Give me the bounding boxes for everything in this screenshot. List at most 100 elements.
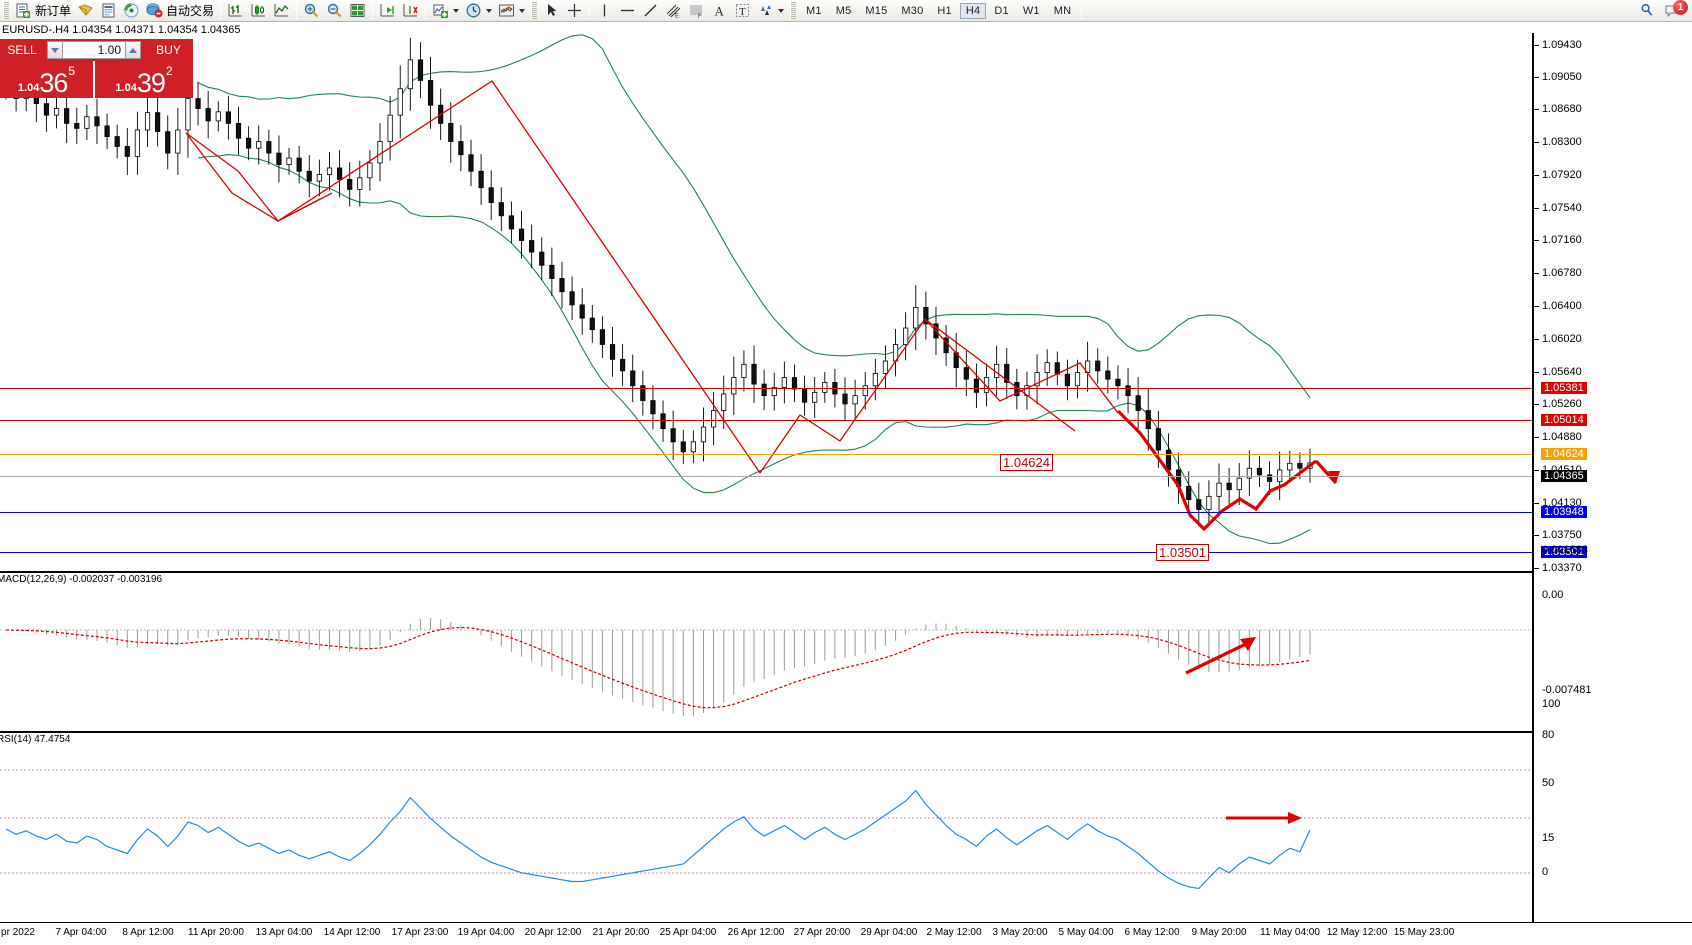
price-axis-label-8: 1.06400 [1542, 300, 1582, 312]
indicators-button[interactable] [429, 1, 462, 21]
time-axis-label-8: 20 Apr 12:00 [524, 927, 582, 938]
navigator-button[interactable] [120, 1, 143, 21]
new-order-button[interactable]: 新订单 [12, 1, 74, 21]
time-axis[interactable]: pr 2022 7 Apr 04:00 8 Apr 12:00 11 Apr 20:0… [0, 922, 1692, 945]
annotation-tag-104624[interactable]: 1.04624 [1000, 454, 1053, 471]
buy-price-display[interactable]: 1.04 39 2 [95, 61, 193, 98]
buy-price-fraction: 2 [165, 64, 173, 78]
timeframe-m1[interactable]: M1 [806, 4, 822, 17]
templates-dropdown-arrow[interactable] [519, 8, 526, 13]
auto-trading-button[interactable]: 自动交易 [143, 1, 217, 21]
price-level-badge-104365[interactable]: 1.04365 [1541, 470, 1587, 482]
timeframe-w1[interactable]: W1 [1022, 4, 1040, 17]
price-axis-label-12: 1.04880 [1542, 431, 1582, 443]
volume-input[interactable]: 1.00 [63, 41, 125, 59]
rsi-axis-label-4: 0 [1542, 866, 1549, 878]
buy-button[interactable]: BUY [144, 39, 193, 61]
price-axis-tick [1534, 142, 1539, 143]
market-watch-button[interactable] [97, 1, 120, 21]
templates-button[interactable] [495, 1, 528, 21]
price-level-badge-105014[interactable]: 1.05014 [1541, 414, 1587, 426]
macd-label: MACD(12,26,9) -0.002037 -0.003196 [0, 574, 163, 585]
timeframe-h1[interactable]: H1 [937, 4, 952, 17]
candlestick-chart-button[interactable] [247, 1, 270, 21]
equidistant-channel-icon: E [665, 2, 682, 20]
notification-badge: 1 [1673, 0, 1688, 15]
price-axis[interactable]: 1.09430 1.09050 1.08680 1.08300 1.07920 1.075… [1533, 33, 1692, 922]
indicators-dropdown-arrow[interactable] [453, 8, 460, 13]
rsi-arrowhead [1288, 812, 1302, 824]
timeframe-mn[interactable]: MN [1053, 4, 1072, 17]
toolbar-grip[interactable] [3, 1, 9, 20]
macd-axis-label-2: -0.007481 [1542, 684, 1592, 696]
alerts-button[interactable]: 1 [1664, 0, 1688, 19]
macd-axis-label-0: 0.001683 [1542, 544, 1588, 556]
zoom-in-icon [303, 2, 320, 19]
time-axis-label-19: 11 May 04:00 [1260, 927, 1320, 938]
new-order-icon [15, 2, 32, 19]
price-axis-tick [1534, 503, 1539, 504]
macd-pane[interactable]: MACD(12,26,9) -0.002037 -0.003196 [0, 571, 1533, 729]
period-dropdown-arrow[interactable] [486, 8, 493, 13]
rsi-pane[interactable]: RSI(14) 47.4754 [0, 731, 1533, 922]
zoom-in-button[interactable] [300, 1, 323, 21]
timeframe-m5[interactable]: M5 [835, 4, 852, 17]
price-level-badge-103501[interactable]: 1.03501 [1541, 546, 1587, 558]
price-level-badge-104624[interactable]: 1.04624 [1541, 448, 1587, 460]
bar-chart-icon [227, 2, 244, 19]
trendline-button[interactable] [639, 1, 662, 21]
profiles-button[interactable] [74, 1, 97, 21]
level-line-103948[interactable] [0, 512, 1533, 513]
price-axis-tick [1534, 339, 1539, 340]
crosshair-button[interactable] [563, 1, 586, 21]
price-level-badge-105381[interactable]: 1.05381 [1541, 382, 1587, 394]
search-icon[interactable] [1639, 2, 1656, 19]
drawing-toolbar-grip[interactable] [531, 1, 538, 20]
shapes-button[interactable] [754, 1, 787, 21]
chart-shift-button[interactable] [376, 1, 399, 21]
level-line-104624[interactable] [0, 454, 1533, 455]
sell-price-prefix: 1.04 [17, 82, 40, 94]
timeframe-toolbar-grip[interactable] [790, 1, 797, 20]
timeframe-d1[interactable]: D1 [994, 4, 1009, 17]
vertical-line-button[interactable] [593, 1, 616, 21]
price-pane[interactable]: 1.04624 1.03501 [0, 33, 1533, 569]
level-line-105014[interactable] [0, 420, 1533, 421]
timeframe-m15[interactable]: M15 [865, 4, 888, 17]
zigzag-4 [924, 318, 1076, 432]
shapes-dropdown-arrow[interactable] [778, 8, 785, 13]
tile-windows-button[interactable] [346, 1, 369, 21]
sell-button[interactable]: SELL [0, 39, 44, 61]
sell-price-display[interactable]: 1.04 36 5 [0, 61, 95, 98]
equidistant-channel-button[interactable]: E [662, 1, 685, 21]
text-button[interactable]: A [708, 1, 731, 21]
horizontal-line-button[interactable] [616, 1, 639, 21]
level-line-105381[interactable] [0, 388, 1533, 389]
fibonacci-button[interactable]: F [685, 1, 708, 21]
cursor-button[interactable] [540, 1, 563, 21]
auto-scroll-button[interactable] [399, 1, 422, 21]
period-button[interactable] [462, 1, 495, 21]
one-click-trading-panel[interactable]: SELL 1.00 BUY 1.04 36 5 1.04 39 2 [0, 39, 193, 98]
fibonacci-icon: F [688, 2, 705, 20]
volume-increase-button[interactable] [125, 41, 141, 59]
timeframe-m30[interactable]: M30 [901, 4, 924, 17]
zoom-out-button[interactable] [323, 1, 346, 21]
time-axis-label-3: 11 Apr 20:00 [188, 927, 244, 938]
line-chart-button[interactable] [270, 1, 293, 21]
volume-control[interactable]: 1.00 [44, 39, 144, 61]
annotation-tag-103501[interactable]: 1.03501 [1156, 544, 1209, 561]
level-line-103501[interactable] [0, 552, 1533, 553]
price-axis-tick [1534, 404, 1539, 405]
profiles-icon [77, 2, 94, 19]
timeframe-h4[interactable]: H4 [959, 2, 987, 19]
volume-decrease-button[interactable] [47, 41, 63, 59]
time-axis-label-20: 12 May 12:00 [1326, 927, 1388, 938]
sell-price-big: 36 [39, 68, 68, 98]
rsi-axis-label-0: 100 [1542, 698, 1561, 710]
price-level-badge-103948[interactable]: 1.03948 [1541, 506, 1587, 518]
chart-canvas[interactable]: 1.04624 1.03501 MACD(12,26,9) -0.002037 … [0, 33, 1533, 922]
text-label-button[interactable]: T [731, 1, 754, 21]
bar-chart-button[interactable] [224, 1, 247, 21]
time-axis-label-5: 14 Apr 12:00 [323, 927, 381, 938]
